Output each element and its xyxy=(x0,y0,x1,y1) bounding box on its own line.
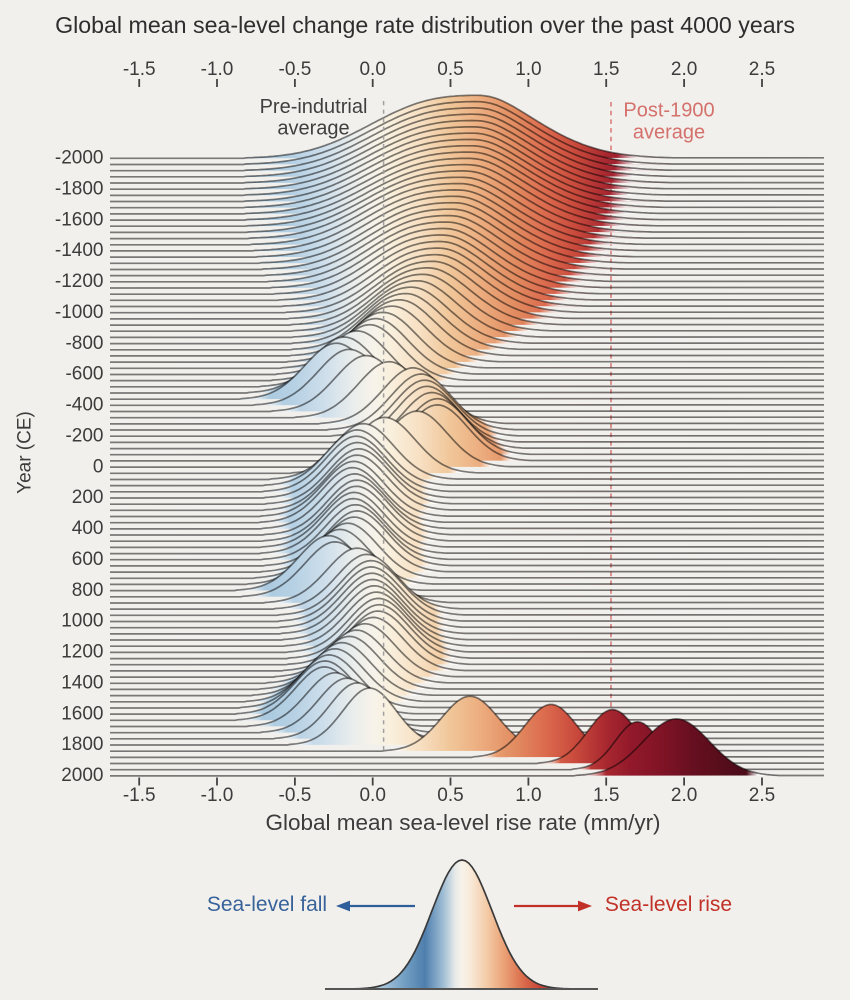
svg-text:2.5: 2.5 xyxy=(749,785,775,806)
svg-text:-1200: -1200 xyxy=(55,271,104,292)
svg-text:-1.0: -1.0 xyxy=(201,785,234,806)
svg-text:-0.5: -0.5 xyxy=(279,59,312,80)
svg-text:Pre-indutrial: Pre-indutrial xyxy=(260,96,368,118)
svg-text:-1800: -1800 xyxy=(55,178,104,199)
svg-text:1200: 1200 xyxy=(61,642,103,663)
svg-text:-1400: -1400 xyxy=(55,240,104,261)
svg-text:Global mean sea-level rise rat: Global mean sea-level rise rate (mm/yr) xyxy=(265,810,660,835)
svg-text:-0.5: -0.5 xyxy=(279,785,312,806)
svg-text:1400: 1400 xyxy=(61,673,103,694)
svg-text:average: average xyxy=(633,122,705,144)
svg-text:1.5: 1.5 xyxy=(593,785,619,806)
svg-text:-1.5: -1.5 xyxy=(123,785,156,806)
svg-text:-1000: -1000 xyxy=(55,302,104,323)
svg-text:-600: -600 xyxy=(65,364,103,385)
svg-text:-1600: -1600 xyxy=(55,209,104,230)
svg-text:Sea-level fall: Sea-level fall xyxy=(207,893,327,916)
svg-text:1.0: 1.0 xyxy=(515,59,541,80)
svg-text:0: 0 xyxy=(93,456,104,477)
svg-text:-800: -800 xyxy=(65,333,103,354)
svg-text:800: 800 xyxy=(72,580,104,601)
svg-text:0.0: 0.0 xyxy=(359,785,385,806)
svg-text:2.0: 2.0 xyxy=(671,59,697,80)
svg-text:400: 400 xyxy=(72,518,104,539)
svg-text:200: 200 xyxy=(72,487,104,508)
svg-text:-400: -400 xyxy=(65,395,103,416)
svg-text:-1.0: -1.0 xyxy=(201,59,234,80)
svg-text:1000: 1000 xyxy=(61,611,103,632)
svg-text:2.5: 2.5 xyxy=(749,59,775,80)
svg-text:Global mean sea-level change r: Global mean sea-level change rate distri… xyxy=(55,12,795,38)
svg-text:2000: 2000 xyxy=(61,765,103,786)
svg-text:1800: 1800 xyxy=(61,734,103,755)
svg-text:0.0: 0.0 xyxy=(359,59,385,80)
svg-text:-200: -200 xyxy=(65,425,103,446)
svg-text:average: average xyxy=(277,118,349,140)
svg-text:Year (CE): Year (CE) xyxy=(15,411,36,494)
svg-text:-1.5: -1.5 xyxy=(123,59,156,80)
svg-text:0.5: 0.5 xyxy=(437,59,463,80)
svg-text:1.5: 1.5 xyxy=(593,59,619,80)
svg-text:-2000: -2000 xyxy=(55,148,104,169)
svg-text:Post-1900: Post-1900 xyxy=(623,100,714,122)
svg-text:Sea-level rise: Sea-level rise xyxy=(605,893,732,916)
svg-text:2.0: 2.0 xyxy=(671,785,697,806)
svg-text:600: 600 xyxy=(72,549,104,570)
svg-text:1.0: 1.0 xyxy=(515,785,541,806)
svg-text:0.5: 0.5 xyxy=(437,785,463,806)
svg-text:1600: 1600 xyxy=(61,703,103,724)
